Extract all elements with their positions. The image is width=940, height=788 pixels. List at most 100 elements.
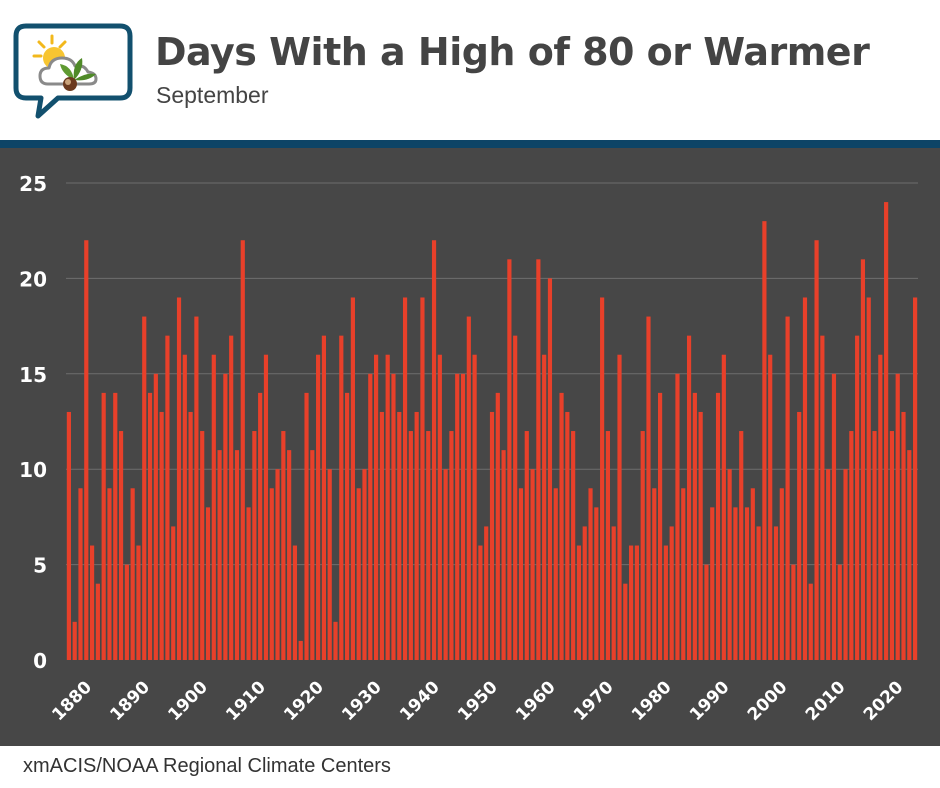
bar-1985	[686, 335, 692, 660]
bar-1993	[733, 507, 738, 660]
bar-1932	[379, 411, 384, 660]
bar-1973	[617, 354, 622, 660]
x-tick-label: 1970	[570, 677, 618, 725]
bar-1997	[756, 526, 761, 660]
bar-2019	[884, 202, 889, 660]
bar-1903	[211, 354, 216, 660]
y-tick-label: 5	[33, 554, 47, 578]
bar-1948	[472, 354, 477, 660]
bar-1955	[513, 335, 518, 660]
bar-2004	[797, 411, 802, 660]
x-tick-label: 1880	[48, 677, 96, 725]
bar-2000	[773, 526, 779, 660]
bar-1917	[292, 545, 298, 660]
bar-1890	[136, 545, 141, 660]
bar-1953	[501, 450, 506, 660]
bar-1972	[611, 526, 616, 660]
bar-2011	[837, 564, 842, 660]
chart-subtitle: September	[156, 82, 269, 108]
bar-1982	[669, 526, 674, 660]
bar-2006	[808, 583, 813, 660]
bar-1942	[437, 354, 442, 660]
bar-1978	[646, 316, 651, 660]
bar-1931	[373, 354, 379, 660]
bar-1896	[171, 526, 176, 660]
bar-1960	[542, 354, 547, 660]
chart-header: Days With a High of 80 or Warmer Septemb…	[0, 0, 940, 140]
y-tick-label: 10	[19, 458, 47, 482]
bar-1895	[165, 335, 170, 660]
bar-2013	[849, 431, 854, 660]
bar-1926	[345, 392, 350, 660]
bar-1916	[287, 450, 292, 660]
bar-1900	[194, 316, 199, 660]
bar-1962	[553, 488, 558, 660]
x-tick-label: 1920	[280, 677, 328, 725]
bar-1898	[182, 354, 187, 660]
bar-1963	[559, 392, 564, 660]
bar-1952	[495, 392, 500, 660]
bar-1994	[739, 431, 744, 660]
x-tick-label: 1940	[396, 677, 444, 725]
bar-1976	[634, 545, 639, 660]
bar-2008	[820, 335, 825, 660]
bar-1940	[426, 431, 431, 660]
bar-1950	[484, 526, 489, 660]
weather-logo-icon	[13, 23, 133, 119]
y-tick-label: 25	[19, 172, 47, 196]
bar-2018	[878, 354, 883, 660]
bar-1914	[275, 469, 280, 660]
bar-1998	[762, 221, 767, 660]
bar-1933	[385, 354, 390, 660]
bar-1884	[101, 392, 106, 660]
bar-1944	[449, 431, 454, 660]
bar-1906	[229, 335, 234, 660]
bar-1905	[223, 373, 228, 660]
bar-2001	[779, 488, 784, 660]
bar-1907	[234, 450, 240, 660]
bar-1945	[455, 373, 460, 660]
bar-1908	[240, 240, 245, 660]
bar-1990	[715, 392, 721, 660]
bar-1965	[571, 431, 576, 660]
bar-1888	[124, 564, 129, 660]
bar-1910	[252, 431, 257, 660]
bar-1922	[321, 335, 327, 660]
bar-1979	[652, 488, 657, 660]
bar-1923	[327, 469, 332, 660]
bar-1924	[333, 621, 338, 660]
bar-1984	[681, 488, 686, 660]
bar-2003	[791, 564, 796, 660]
bar-1929	[362, 469, 367, 660]
bar-1966	[576, 545, 582, 660]
bar-1913	[269, 488, 274, 660]
bars	[66, 202, 918, 660]
bar-1891	[142, 316, 147, 660]
bar-1886	[113, 392, 118, 660]
bar-1999	[768, 354, 773, 660]
bar-1920	[310, 450, 315, 660]
bar-1911	[258, 392, 263, 660]
bar-1981	[663, 545, 668, 660]
bar-2015	[860, 259, 866, 660]
x-axis-ticks: 1880 1890 1900 1910 1920 1930 1940 1950 1960 1970…	[48, 677, 907, 725]
x-tick-label: 1990	[686, 677, 734, 725]
bar-1893	[153, 373, 158, 660]
bar-2005	[802, 297, 808, 660]
bar-1881	[84, 240, 89, 660]
bar-2017	[872, 431, 877, 660]
x-tick-label: 1900	[164, 677, 212, 725]
bar-1934	[391, 373, 396, 660]
bar-1930	[368, 373, 373, 660]
bar-2022	[901, 411, 906, 660]
bar-1975	[629, 545, 634, 660]
bar-1991	[721, 354, 726, 660]
bar-2023	[907, 450, 912, 660]
bar-1904	[217, 450, 222, 660]
bar-1970	[600, 297, 605, 660]
x-tick-label: 2010	[802, 677, 850, 725]
bar-2020	[889, 431, 895, 660]
bar-1928	[356, 488, 361, 660]
x-tick-label: 1890	[106, 677, 154, 725]
x-tick-label: 1980	[628, 677, 676, 725]
